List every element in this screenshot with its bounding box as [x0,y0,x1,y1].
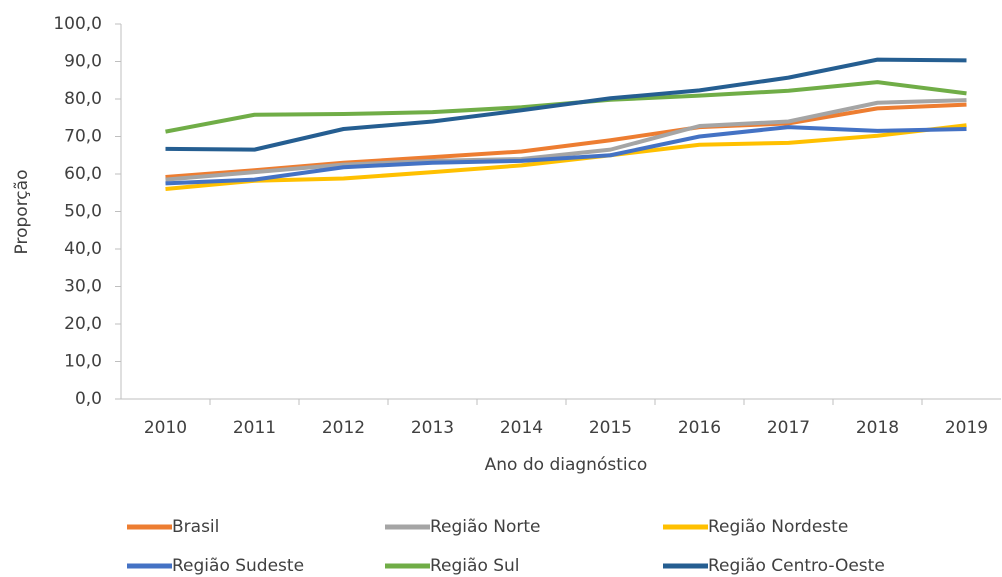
x-tick-label: 2017 [767,418,810,438]
series-line [165,125,967,186]
y-axis-label: Proporção [12,170,32,255]
legend-label: Região Sudeste [172,556,304,576]
x-tick-label: 2013 [411,418,454,438]
y-tick-label: 30,0 [64,277,102,297]
y-tick-label: 0,0 [75,389,102,409]
x-tick-label: 2014 [500,418,543,438]
legend-label: Brasil [172,517,219,537]
y-tick-label: 20,0 [64,314,102,334]
y-tick-label: 90,0 [64,52,102,72]
y-tick-label: 80,0 [64,89,102,109]
legend-label: Região Sul [430,556,520,576]
x-tick-label: 2010 [144,418,187,438]
x-tick-label: 2016 [678,418,721,438]
x-tick-label: 2011 [233,418,276,438]
legend-label: Região Centro-Oeste [708,556,885,576]
x-tick-label: 2018 [856,418,899,438]
series-line [165,57,967,152]
x-tick-label: 2015 [589,418,632,438]
y-tick-label: 60,0 [64,164,102,184]
legend-label: Região Nordeste [708,517,848,537]
y-tick-label: 70,0 [64,127,102,147]
series-line [165,123,967,191]
legend-label: Região Norte [430,517,540,537]
series-line [165,80,967,134]
series-line [165,98,967,182]
y-tick-label: 40,0 [64,239,102,259]
y-tick-label: 10,0 [64,352,102,372]
y-tick-label: 50,0 [64,202,102,222]
x-tick-label: 2012 [322,418,365,438]
y-tick-label: 100,0 [53,14,102,34]
x-tick-label: 2019 [945,418,988,438]
x-axis-label: Ano do diagnóstico [485,455,648,475]
